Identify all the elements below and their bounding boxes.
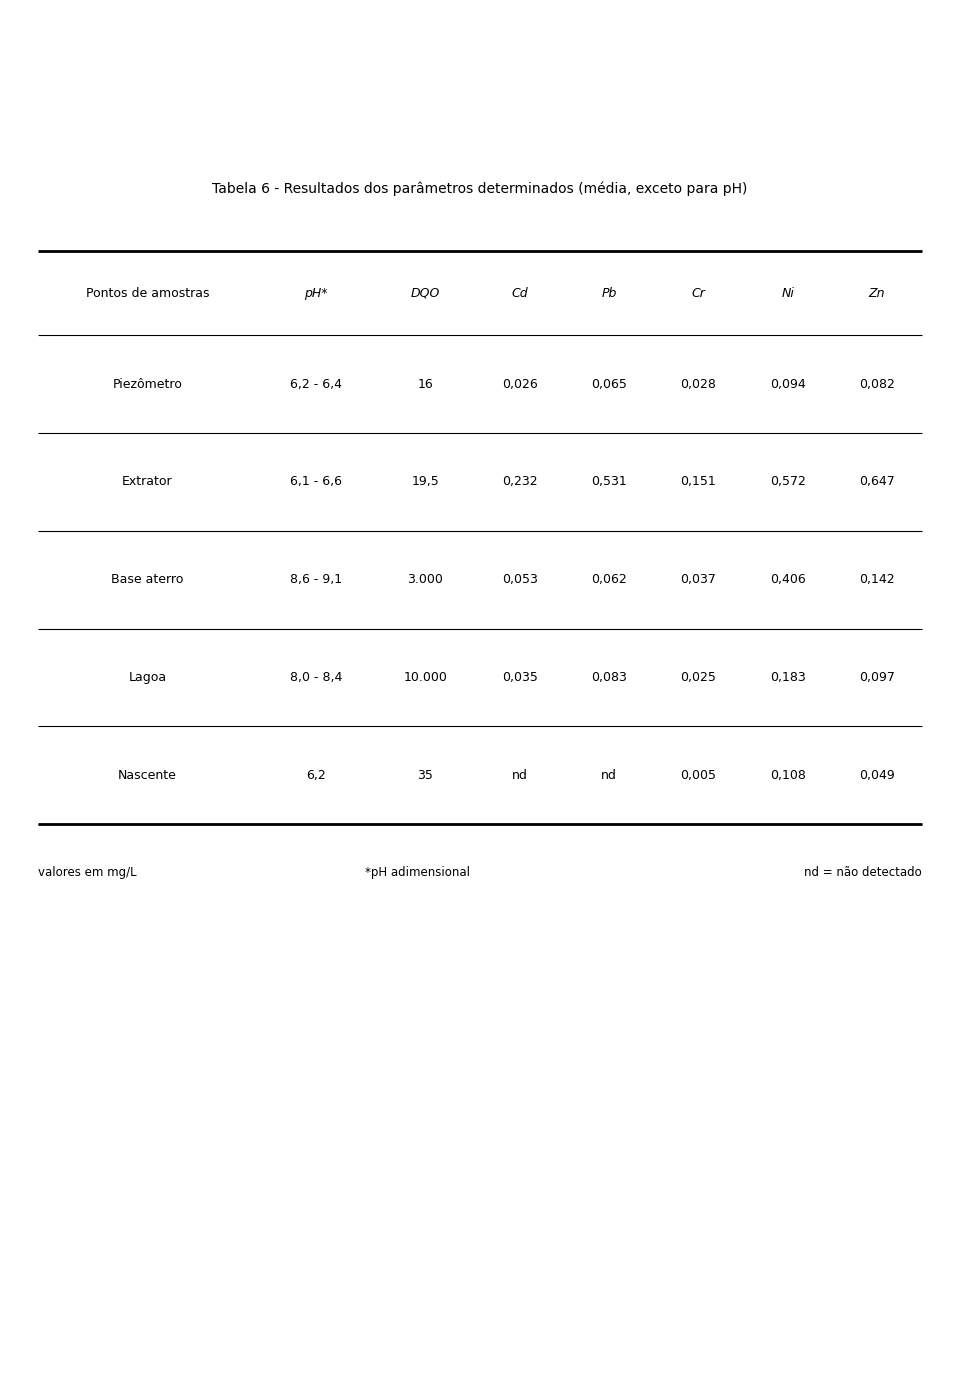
Text: 0,097: 0,097: [859, 671, 895, 685]
Text: 0,082: 0,082: [859, 377, 895, 391]
Text: 0,142: 0,142: [859, 573, 895, 587]
Text: Nascente: Nascente: [118, 768, 177, 782]
Text: 35: 35: [418, 768, 433, 782]
Text: 8,6 - 9,1: 8,6 - 9,1: [290, 573, 343, 587]
Text: 0,062: 0,062: [591, 573, 627, 587]
Text: Lagoa: Lagoa: [129, 671, 167, 685]
Text: 0,049: 0,049: [859, 768, 895, 782]
Text: Tabela 6 - Resultados dos parâmetros determinados (média, exceto para pH): Tabela 6 - Resultados dos parâmetros det…: [212, 182, 748, 196]
Text: 0,406: 0,406: [770, 573, 805, 587]
Text: 0,035: 0,035: [502, 671, 538, 685]
Text: Cr: Cr: [691, 286, 706, 300]
Text: valores em mg/L: valores em mg/L: [38, 866, 137, 879]
Text: 6,2: 6,2: [306, 768, 326, 782]
Text: 0,531: 0,531: [591, 475, 627, 489]
Text: 6,2 - 6,4: 6,2 - 6,4: [290, 377, 343, 391]
Text: 0,005: 0,005: [681, 768, 716, 782]
Text: 0,232: 0,232: [502, 475, 538, 489]
Text: 0,151: 0,151: [681, 475, 716, 489]
Text: nd = não detectado: nd = não detectado: [804, 866, 922, 879]
Text: 0,053: 0,053: [502, 573, 538, 587]
Text: 6,1 - 6,6: 6,1 - 6,6: [290, 475, 343, 489]
Text: Ni: Ni: [781, 286, 794, 300]
Text: 16: 16: [418, 377, 433, 391]
Text: Piezômetro: Piezômetro: [112, 377, 182, 391]
Text: Zn: Zn: [869, 286, 885, 300]
Text: 0,065: 0,065: [591, 377, 627, 391]
Text: 0,026: 0,026: [502, 377, 538, 391]
Text: 0,647: 0,647: [859, 475, 895, 489]
Text: 0,037: 0,037: [681, 573, 716, 587]
Text: pH*: pH*: [304, 286, 328, 300]
Text: 3.000: 3.000: [407, 573, 444, 587]
Text: 0,094: 0,094: [770, 377, 805, 391]
Text: Extrator: Extrator: [122, 475, 173, 489]
Text: 10.000: 10.000: [403, 671, 447, 685]
Text: 0,083: 0,083: [591, 671, 627, 685]
Text: nd: nd: [512, 768, 528, 782]
Text: Pb: Pb: [601, 286, 616, 300]
Text: Base aterro: Base aterro: [111, 573, 183, 587]
Text: *pH adimensional: *pH adimensional: [365, 866, 469, 879]
Text: 0,028: 0,028: [681, 377, 716, 391]
Text: 19,5: 19,5: [412, 475, 440, 489]
Text: Pontos de amostras: Pontos de amostras: [85, 286, 209, 300]
Text: 0,025: 0,025: [681, 671, 716, 685]
Text: 0,108: 0,108: [770, 768, 805, 782]
Text: 0,183: 0,183: [770, 671, 805, 685]
Text: nd: nd: [601, 768, 617, 782]
Text: DQO: DQO: [411, 286, 440, 300]
Text: Cd: Cd: [512, 286, 528, 300]
Text: 0,572: 0,572: [770, 475, 805, 489]
Text: 8,0 - 8,4: 8,0 - 8,4: [290, 671, 343, 685]
